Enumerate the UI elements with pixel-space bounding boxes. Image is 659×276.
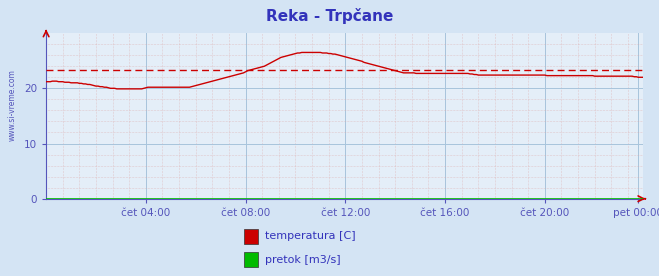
Text: pretok [m3/s]: pretok [m3/s] bbox=[265, 255, 341, 265]
Text: www.si-vreme.com: www.si-vreme.com bbox=[8, 69, 17, 141]
Text: Reka - Trpčane: Reka - Trpčane bbox=[266, 8, 393, 24]
Text: temperatura [C]: temperatura [C] bbox=[265, 231, 356, 241]
